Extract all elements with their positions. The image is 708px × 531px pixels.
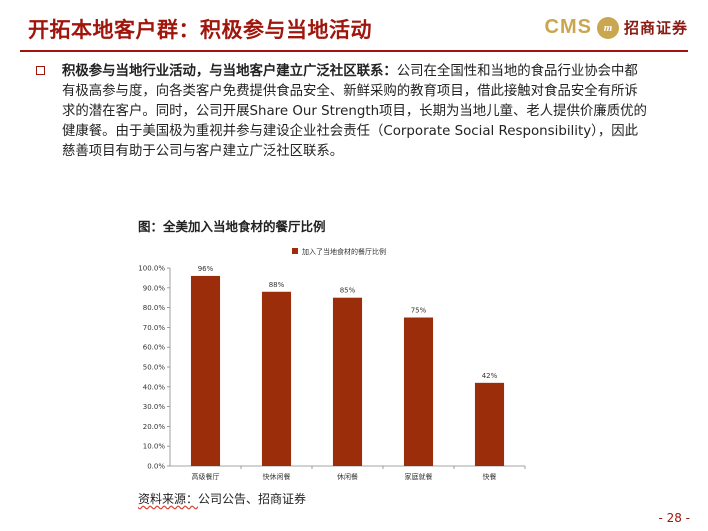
page-number: - 28 - — [658, 511, 690, 525]
slide-title: 开拓本地客户群：积极参与当地活动 — [28, 18, 372, 42]
logo-company-name: 招商证券 — [623, 19, 688, 37]
bar — [332, 297, 363, 466]
bullet-lead-text: 积极参与当地行业活动，与当地客户建立广泛社区联系： — [62, 64, 397, 79]
bar-data-label: 75% — [411, 307, 427, 315]
y-tick-label: 20.0% — [143, 423, 166, 431]
x-tick-label: 高级餐厅 — [192, 472, 220, 481]
figure-title: 图：全美加入当地食材的餐厅比例 — [138, 219, 326, 234]
bullet-body-text: 公司在全国性和当地的食品行业协会中都有极高参与度，向各类客户免费提供食品安全、新… — [62, 64, 647, 159]
bar-chart: 加入了当地食材的餐厅比例 0.0% 10.0% 20.0% 30.0% 40.0% 50.0… — [138, 247, 526, 481]
x-tick-label: 快餐 — [483, 472, 497, 481]
bar-data-label: 88% — [269, 281, 285, 289]
y-tick-label: 70.0% — [143, 324, 166, 332]
y-tick-label: 50.0% — [143, 364, 166, 372]
bar — [403, 317, 434, 466]
bar — [261, 291, 292, 466]
source-text: 公司公告、招商证券 — [198, 492, 307, 506]
y-tick-label: 60.0% — [143, 344, 166, 352]
logo-cms-text: CMS — [544, 16, 592, 38]
logo-mark-icon: m — [596, 16, 619, 39]
bar-data-label: 42% — [482, 372, 498, 380]
source-note: 资料来源：公司公告、招商证券 — [138, 490, 306, 507]
title-divider — [20, 50, 688, 52]
bar-data-label: 85% — [340, 287, 356, 295]
bar — [474, 382, 505, 466]
legend-label: 加入了当地食材的餐厅比例 — [302, 247, 386, 256]
y-tick-label: 40.0% — [143, 383, 166, 391]
legend-swatch — [292, 248, 298, 254]
x-tick-label: 快休闲餐 — [263, 472, 291, 481]
y-tick-label: 30.0% — [143, 403, 166, 411]
x-tick-label: 休闲餐 — [337, 472, 358, 481]
bullet-paragraph: 积极参与当地行业活动，与当地客户建立广泛社区联系：公司在全国性和当地的食品行业协… — [62, 62, 647, 162]
bar-data-label: 96% — [198, 265, 214, 273]
bar — [190, 275, 221, 466]
y-tick-label: 90.0% — [143, 284, 166, 292]
square-bullet-icon — [36, 66, 45, 75]
company-logo: CMS m 招商证券 — [545, 16, 688, 39]
y-tick-label: 80.0% — [143, 304, 166, 312]
x-tick-label: 家庭就餐 — [405, 472, 433, 481]
y-tick-label: 0.0% — [147, 463, 165, 471]
y-tick-label: 100.0% — [138, 265, 165, 273]
y-tick-label: 10.0% — [143, 443, 166, 451]
source-prefix: 资料来源： — [138, 492, 199, 506]
